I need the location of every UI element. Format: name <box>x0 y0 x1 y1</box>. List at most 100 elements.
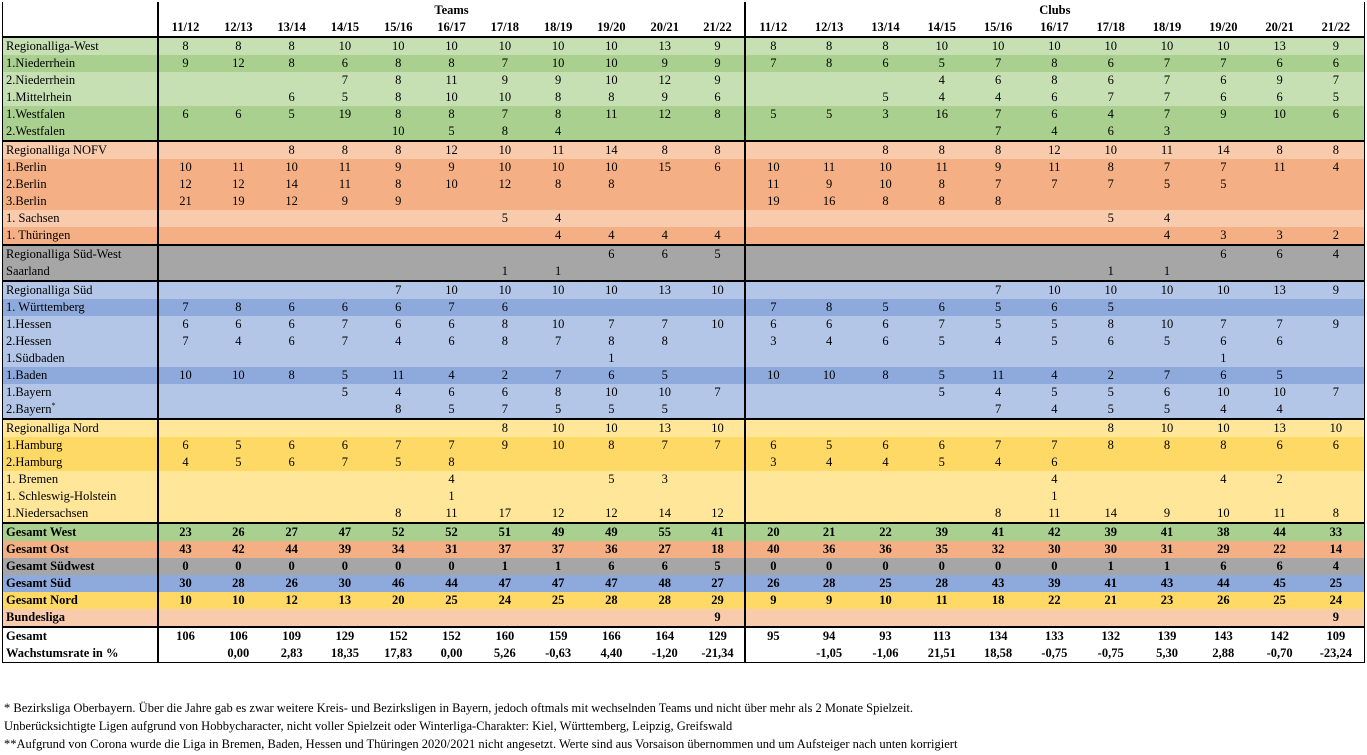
clubs-cell <box>913 471 970 488</box>
teams-summary-cell: 109 <box>264 626 319 645</box>
clubs-cell: 4 <box>1195 401 1252 419</box>
row-label-text: 1. Württemberg <box>6 300 85 314</box>
clubs-cell: 5 <box>1082 210 1139 227</box>
clubs-cell: 8 <box>969 140 1027 159</box>
clubs-cell: 12 <box>1026 140 1083 159</box>
clubs-cell <box>1026 244 1083 263</box>
clubs-cell: 6 <box>1026 454 1083 471</box>
teams-cell: 4 <box>638 227 692 245</box>
teams-cell: 10 <box>691 316 746 333</box>
clubs-cell: 10 <box>1138 418 1196 437</box>
clubs-cell: 7 <box>1138 367 1196 384</box>
teams-cell: 7 <box>478 106 532 123</box>
season-header: 18/19 <box>531 18 585 38</box>
teams-cell: 19 <box>211 193 265 210</box>
clubs-cell: 7 <box>1195 159 1252 176</box>
clubs-cell: 0 <box>1026 558 1083 575</box>
table-row: Regionalliga Nord 8 10 10 13 10 8 10 10 13 10 <box>2 418 1365 437</box>
gesamt-row: Gesamt 106 106 109 129 152 152 160 159 166 164 129 9… <box>2 626 1365 645</box>
clubs-cell: 5 <box>857 299 914 316</box>
clubs-summary-cell: -0,70 <box>1251 645 1308 663</box>
teams-cell: 1 <box>531 263 585 281</box>
table-row: Regionalliga NOFV 8 8 8 12 10 11 14 8 8 8 8 8 12 10 11 1… <box>2 140 1365 159</box>
clubs-cell: 6 <box>969 72 1027 89</box>
teams-cell: 23 <box>158 522 212 541</box>
clubs-cell <box>1026 609 1083 628</box>
teams-cell: 11 <box>318 176 372 193</box>
clubs-cell: 8 <box>857 36 914 55</box>
teams-cell <box>264 227 319 245</box>
clubs-cell: 13 <box>1251 280 1308 299</box>
teams-cell <box>531 454 585 471</box>
teams-cell: 5 <box>531 401 585 419</box>
teams-cell <box>158 263 212 281</box>
teams-cell: 6 <box>264 89 319 106</box>
clubs-cell <box>1251 263 1308 281</box>
clubs-cell: 5 <box>1251 367 1308 384</box>
teams-cell <box>478 350 532 367</box>
teams-cell: 10 <box>584 159 639 176</box>
teams-cell: 7 <box>531 367 585 384</box>
clubs-cell <box>1082 454 1139 471</box>
clubs-cell: 4 <box>1307 244 1365 263</box>
table-row: 2.Berlin 12 12 14 11 8 10 12 8 8 11 9 10 8 7 7 7 5 5 <box>2 176 1365 193</box>
clubs-cell: 6 <box>857 55 914 72</box>
row-label: 2.Niederrhein <box>2 72 160 89</box>
clubs-cell <box>1307 350 1365 367</box>
row-label: Regionalliga Nord <box>2 418 160 437</box>
teams-cell: 8 <box>424 106 479 123</box>
clubs-cell: 5 <box>913 384 970 401</box>
teams-cell: 10 <box>424 36 479 55</box>
clubs-cell: 6 <box>1195 558 1252 575</box>
teams-cell: 6 <box>424 316 479 333</box>
clubs-cell <box>800 123 858 141</box>
total-row: Gesamt West 23 26 27 47 52 52 51 49 49 55 41 20 21 22 3… <box>2 522 1365 541</box>
teams-cell <box>318 263 372 281</box>
clubs-cell: 9 <box>1138 505 1196 523</box>
clubs-cell: 8 <box>1251 140 1308 159</box>
clubs-cell <box>1251 454 1308 471</box>
table-row: 2.Hessen 7 4 6 7 4 6 8 7 8 8 3 4 6 5 4 5 6 5 6 6 <box>2 333 1365 350</box>
teams-cell: 9 <box>638 55 692 72</box>
clubs-cell: 29 <box>1195 541 1252 558</box>
clubs-cell: 6 <box>1195 367 1252 384</box>
teams-cell: 10 <box>691 280 746 299</box>
season-header: 19/20 <box>584 18 639 38</box>
teams-cell: 5 <box>318 89 372 106</box>
clubs-summary-cell: 143 <box>1195 626 1252 645</box>
clubs-summary-cell: 95 <box>744 626 801 645</box>
teams-cell: 8 <box>158 36 212 55</box>
teams-cell: 30 <box>318 575 372 592</box>
clubs-cell: 7 <box>1026 437 1083 454</box>
clubs-summary-cell: -0,75 <box>1026 645 1083 663</box>
clubs-cell <box>1251 176 1308 193</box>
total-row: Gesamt Süd 30 28 26 30 46 44 47 47 47 48 27 26 28 25 28… <box>2 575 1365 592</box>
clubs-cell: 3 <box>1138 123 1196 141</box>
teams-cell: 10 <box>584 280 639 299</box>
teams-cell: 7 <box>371 437 425 454</box>
teams-cell: 11 <box>584 106 639 123</box>
row-label: Regionalliga Süd-West <box>2 244 160 263</box>
row-label: 1.Berlin <box>2 159 160 176</box>
clubs-cell: 6 <box>1195 72 1252 89</box>
teams-cell: 9 <box>424 159 479 176</box>
clubs-cell <box>1026 418 1083 437</box>
teams-cell <box>584 299 639 316</box>
table-row: 1. Schleswig-Holstein 1 1 <box>2 488 1365 505</box>
clubs-cell: 6 <box>1307 437 1365 454</box>
clubs-cell: 9 <box>744 592 801 609</box>
teams-cell: 5 <box>424 123 479 141</box>
season-header: 15/16 <box>371 18 425 38</box>
clubs-cell <box>1251 350 1308 367</box>
clubs-cell <box>1195 210 1252 227</box>
table-row: 2.Bayern* 8 5 7 5 5 5 7 4 5 5 4 4 <box>2 401 1365 419</box>
teams-cell: 6 <box>211 106 265 123</box>
teams-cell: 31 <box>424 541 479 558</box>
clubs-cell <box>1138 193 1196 210</box>
row-label: Gesamt Ost <box>2 541 160 558</box>
teams-cell: 6 <box>211 316 265 333</box>
teams-cell: 12 <box>211 176 265 193</box>
teams-cell <box>158 505 212 523</box>
clubs-cell: 44 <box>1251 522 1308 541</box>
